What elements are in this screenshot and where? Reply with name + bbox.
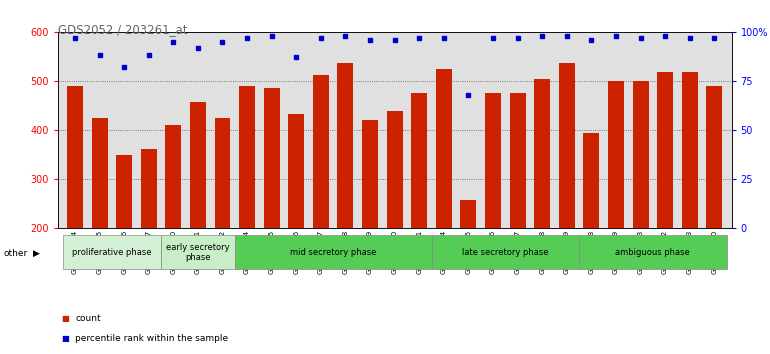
Bar xyxy=(460,200,477,228)
Bar xyxy=(681,72,698,228)
Bar xyxy=(706,86,722,228)
Bar xyxy=(239,86,255,228)
Text: ambiguous phase: ambiguous phase xyxy=(615,248,690,257)
Bar xyxy=(141,149,157,228)
Bar xyxy=(161,235,235,269)
Bar xyxy=(235,235,431,269)
Bar xyxy=(62,235,161,269)
Bar xyxy=(559,63,574,228)
Text: late secretory phase: late secretory phase xyxy=(462,248,548,257)
Bar xyxy=(411,93,427,228)
Bar xyxy=(116,155,132,228)
Bar xyxy=(215,118,230,228)
Text: ■: ■ xyxy=(62,333,69,343)
Bar xyxy=(387,112,403,228)
Bar xyxy=(632,81,648,228)
Bar xyxy=(263,88,280,228)
Text: other: other xyxy=(4,249,28,258)
Text: percentile rank within the sample: percentile rank within the sample xyxy=(75,333,229,343)
Bar xyxy=(608,81,624,228)
Bar xyxy=(431,235,579,269)
Bar xyxy=(190,102,206,228)
Bar xyxy=(510,93,526,228)
Bar xyxy=(67,86,83,228)
Bar xyxy=(313,75,329,228)
Text: GDS2052 / 203261_at: GDS2052 / 203261_at xyxy=(58,23,187,36)
Bar xyxy=(534,79,550,228)
Bar xyxy=(485,93,501,228)
Text: mid secretory phase: mid secretory phase xyxy=(290,248,377,257)
Bar xyxy=(337,63,353,228)
Text: proliferative phase: proliferative phase xyxy=(72,248,152,257)
Bar xyxy=(288,114,304,228)
Bar xyxy=(362,120,378,228)
Bar xyxy=(92,118,108,228)
Text: ■: ■ xyxy=(62,314,69,323)
Bar xyxy=(657,72,673,228)
Bar xyxy=(584,132,599,228)
Text: early secretory
phase: early secretory phase xyxy=(166,242,229,262)
Bar xyxy=(579,235,727,269)
Text: count: count xyxy=(75,314,101,323)
Text: ▶: ▶ xyxy=(33,249,40,258)
Bar xyxy=(436,69,452,228)
Bar xyxy=(166,125,181,228)
